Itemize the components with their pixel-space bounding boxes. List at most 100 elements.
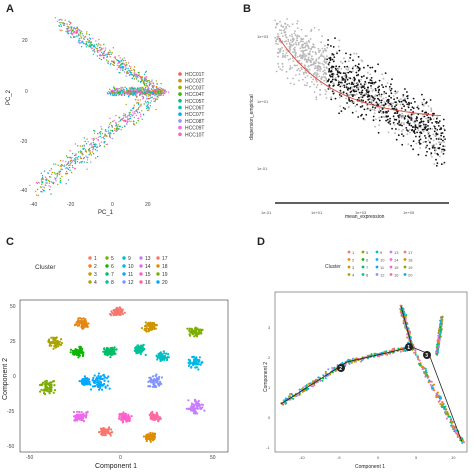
pca-point [149, 97, 151, 100]
dispersion-point-selected [360, 91, 363, 94]
cluster-point [145, 439, 148, 443]
pca-point [103, 54, 105, 57]
cluster-point [156, 356, 159, 359]
pca-point [123, 71, 126, 73]
pca-point [136, 78, 138, 80]
pca-point [53, 172, 56, 174]
pca-point [103, 138, 105, 140]
dispersion-point-selected [369, 66, 372, 69]
legend-label-hcc06t: HCC06T [185, 106, 204, 112]
dispersion-point [381, 103, 384, 106]
dispersion-point-selected [386, 111, 388, 114]
dispersion-point [291, 57, 294, 59]
dispersion-point-selected [395, 118, 398, 121]
cluster-point [135, 345, 138, 349]
dispersion-point-selected [407, 115, 409, 117]
cluster-point [69, 348, 73, 351]
pca-point [98, 46, 101, 49]
dispersion-point [318, 62, 320, 64]
cluster-point [95, 376, 98, 379]
dispersion-point-selected [380, 99, 383, 102]
pca-point [70, 30, 73, 33]
dispersion-point-selected [406, 103, 409, 106]
pca-point [96, 146, 98, 148]
pca-point [142, 98, 144, 100]
pca-point [148, 107, 150, 110]
dispersion-point-selected [358, 80, 361, 82]
dispersion-point-selected [388, 86, 391, 88]
cluster-point [48, 382, 51, 385]
dispersion-point [321, 62, 324, 65]
pca-point [45, 179, 47, 181]
cluster-point [196, 328, 199, 331]
pca-point [69, 164, 71, 166]
pca-point [100, 126, 102, 128]
pca-point [76, 160, 79, 163]
dispersion-point-selected [357, 69, 360, 72]
dispersion-point [444, 145, 446, 148]
dispersion-point-selected [435, 158, 437, 161]
pca-point [126, 92, 128, 95]
dispersion-point-selected [342, 107, 345, 109]
dispersion-point-selected [330, 70, 333, 73]
pca-point [90, 143, 92, 145]
dispersion-point [310, 47, 313, 50]
dispersion-point-selected [384, 103, 387, 106]
cluster-point [91, 385, 95, 388]
panel-a-ylabel: PC_2 [6, 89, 12, 105]
dispersion-point-selected [336, 73, 339, 76]
dispersion-point [432, 139, 435, 142]
dispersion-point-selected [339, 72, 342, 75]
pca-point [122, 89, 124, 91]
dispersion-point-selected [346, 65, 349, 68]
pca-point [137, 103, 140, 105]
dispersion-point-selected [410, 117, 413, 119]
dispersion-point [323, 71, 326, 74]
dispersion-point [297, 43, 300, 46]
pca-point [155, 108, 157, 111]
dispersion-point [321, 35, 323, 37]
pca-point [62, 23, 64, 25]
dispersion-point [343, 75, 346, 77]
pca-point [59, 29, 61, 31]
dispersion-point-selected [385, 85, 387, 88]
dispersion-point [339, 60, 342, 63]
dispersion-point [301, 45, 304, 48]
dispersion-point [315, 58, 318, 61]
pca-point [160, 92, 162, 94]
legend-swatch-hcc04t [178, 92, 182, 96]
dispersion-point [382, 115, 385, 118]
cluster-swatch-4 [88, 280, 92, 284]
cluster-point [188, 360, 191, 363]
pca-point [68, 23, 71, 26]
dispersion-point [308, 52, 311, 55]
dispersion-point [305, 84, 308, 87]
dispersion-point [290, 33, 293, 36]
dispersion-point [326, 55, 328, 57]
cluster-label-18: 18 [162, 264, 168, 270]
pca-point [127, 96, 130, 98]
dispersion-point [296, 22, 298, 25]
trajectory-point [443, 408, 446, 411]
pca-point [154, 93, 156, 95]
dispersion-point [408, 128, 411, 131]
dispersion-point [286, 54, 289, 57]
dispersion-point-selected [385, 119, 387, 122]
cluster-point [93, 380, 96, 383]
dispersion-point [432, 143, 435, 146]
dispersion-point-selected [417, 153, 420, 156]
dispersion-point [303, 49, 306, 52]
dispersion-point [308, 68, 311, 71]
dispersion-point [297, 67, 300, 70]
dispersion-point [313, 67, 316, 70]
pca-point [75, 30, 77, 32]
pca-point [144, 71, 147, 74]
pca-point [95, 47, 98, 50]
dispersion-point [281, 46, 283, 49]
pca-point [88, 46, 90, 48]
panel-c-xtick-2: 50 [210, 455, 216, 461]
dispersion-point [380, 104, 382, 107]
cluster-point [195, 356, 198, 359]
pca-point [116, 59, 118, 61]
